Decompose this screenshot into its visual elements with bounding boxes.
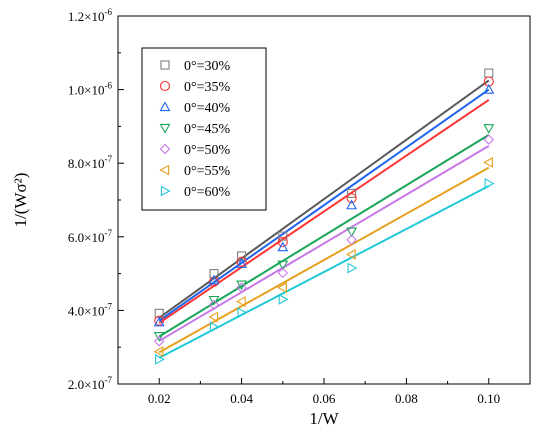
legend-marker-2: [159, 80, 171, 92]
fit-line-4: [158, 134, 490, 338]
legend-label-3: 0°=40%: [184, 101, 230, 116]
data-point-s1-5: [347, 188, 357, 198]
fit-line-6: [158, 166, 490, 354]
y-tick-label: 6.0×10-7: [68, 228, 113, 245]
legend-label-7: 0°=60%: [184, 185, 230, 200]
data-point-s2-1: [154, 315, 165, 326]
data-point-s7-6: [484, 178, 495, 189]
data-point-s6-4: [277, 282, 287, 294]
y-axis-label: 1/(Wσ²): [11, 173, 30, 228]
y-tick-label: 1.0×10-6: [68, 81, 113, 98]
legend-marker-3: [159, 101, 171, 112]
data-point-s6-1: [153, 346, 164, 358]
data-point-s5-1: [153, 336, 165, 347]
legend: 0°=30% 0°=35% 0°=40% 0°=45% 0°=50% 0°=55% 0°=6…: [141, 47, 267, 211]
legend-label-4: 0°=45%: [184, 122, 230, 137]
data-point-s6-6: [483, 157, 493, 168]
data-point-s3-3: [236, 258, 248, 268]
legend-marker-5: [159, 143, 171, 155]
data-point-s2-2: [208, 276, 220, 287]
y-tick-label: 1.2×10-6: [68, 7, 113, 24]
fit-line-1: [158, 79, 490, 319]
x-tick-label: 0.08: [395, 391, 418, 406]
data-point-s7-4: [278, 293, 289, 305]
data-point-s3-2: [208, 274, 220, 285]
legend-label-6: 0°=55%: [184, 164, 230, 179]
fit-line-5: [158, 145, 490, 342]
data-point-s7-1: [155, 353, 165, 365]
x-axis-ticks: 0.02 0.04 0.06 0.08 0.10: [117, 378, 531, 406]
data-point-s4-5: [346, 227, 358, 238]
y-tick-label: 4.0×10-7: [68, 301, 113, 318]
data-point-s2-3: [236, 256, 247, 267]
data-point-s4-2: [208, 295, 220, 306]
data-point-s5-5: [346, 234, 357, 246]
y-axis-ticks: 2.0×10-7 4.0×10-7 6.0×10-7 8.0×10-7 1.0×10-6…: [68, 7, 124, 392]
data-point-s3-6: [483, 83, 495, 94]
x-tick-label: 0.06: [313, 391, 336, 406]
x-tick-label: 0.04: [230, 391, 253, 406]
data-point-s6-3: [235, 296, 246, 308]
data-point-s1-4: [278, 231, 288, 241]
data-point-s7-2: [209, 321, 220, 333]
data-point-s3-1: [153, 316, 165, 327]
data-markers: [153, 68, 495, 365]
data-point-s2-5: [346, 193, 357, 204]
data-point-s2-4: [277, 236, 288, 248]
legend-marker-1: [160, 60, 170, 70]
x-axis-label: 1/W: [309, 409, 339, 428]
y-tick-label: 2.0×10-7: [68, 375, 113, 392]
data-point-s5-6: [483, 134, 495, 145]
data-point-s5-3: [236, 282, 247, 293]
data-point-s5-4: [277, 267, 289, 279]
legend-label-1: 0°=30%: [184, 59, 230, 74]
data-point-s4-4: [277, 260, 289, 271]
data-point-s6-2: [208, 311, 219, 323]
legend-marker-4: [159, 123, 171, 134]
legend-marker-7: [160, 185, 171, 197]
y-tick-label: 8.0×10-7: [68, 154, 113, 171]
x-tick-label: 0.10: [477, 391, 500, 406]
legend-label-2: 0°=35%: [184, 80, 230, 95]
data-point-s5-2: [208, 299, 220, 311]
data-point-s6-5: [345, 249, 356, 260]
fit-line-3: [158, 88, 490, 322]
data-point-s3-4: [277, 241, 289, 252]
data-point-s3-5: [346, 199, 358, 210]
data-point-s7-5: [347, 262, 358, 274]
data-point-s4-1: [153, 332, 165, 342]
data-point-s4-6: [483, 124, 495, 134]
data-point-s7-3: [237, 307, 248, 319]
legend-label-5: 0°=50%: [184, 143, 230, 158]
legend-marker-6: [159, 164, 170, 176]
x-tick-label: 0.02: [148, 391, 171, 406]
data-point-s1-6: [484, 68, 494, 78]
